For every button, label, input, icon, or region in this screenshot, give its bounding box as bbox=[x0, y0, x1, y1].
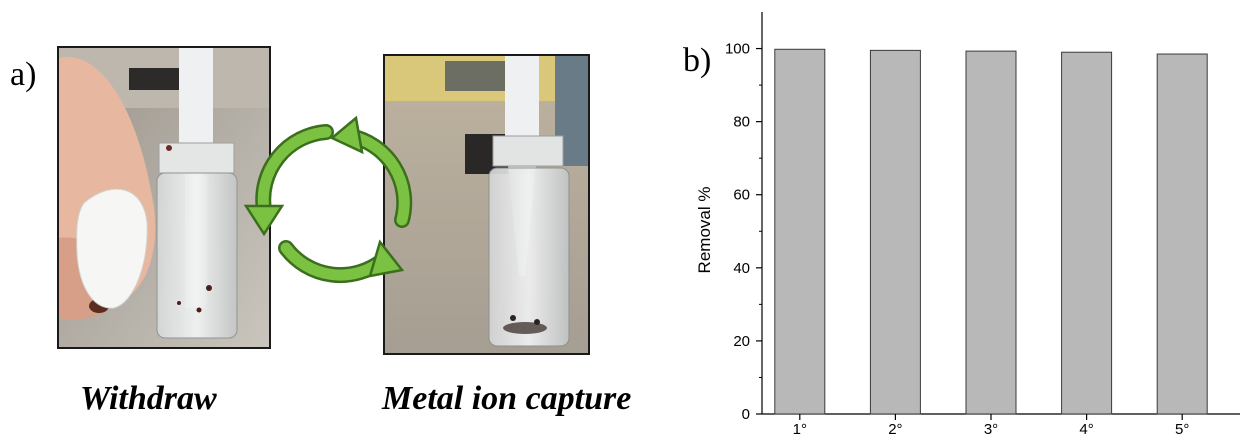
y-tick-label: 20 bbox=[733, 333, 750, 350]
withdraw-photo bbox=[57, 46, 271, 349]
y-tick-label: 60 bbox=[733, 187, 750, 204]
x-tick-label: 3° bbox=[984, 421, 998, 436]
metal-ion-capture-photo bbox=[383, 54, 590, 355]
recycle-arrows-icon bbox=[243, 115, 413, 284]
panel-b-label: b) bbox=[683, 42, 712, 79]
bar bbox=[774, 48, 826, 415]
bar bbox=[869, 49, 921, 415]
bar bbox=[965, 50, 1017, 415]
y-tick-label: 80 bbox=[733, 114, 750, 131]
x-tick-label: 4° bbox=[1079, 421, 1093, 436]
y-tick-label: 100 bbox=[725, 41, 750, 58]
y-tick-label: 0 bbox=[742, 406, 750, 423]
x-tick-label: 5° bbox=[1175, 421, 1189, 436]
bar bbox=[1061, 51, 1113, 415]
y-tick-label: 40 bbox=[733, 260, 750, 277]
panel-a-label: a) bbox=[10, 56, 37, 93]
bar bbox=[1156, 53, 1208, 415]
x-tick-label: 1° bbox=[793, 421, 807, 436]
x-tick-label: 2° bbox=[888, 421, 902, 436]
withdraw-caption: Withdraw bbox=[80, 380, 217, 417]
y-axis-label: Removal % bbox=[695, 187, 714, 274]
metal-ion-capture-caption: Metal ion capture bbox=[382, 380, 632, 417]
